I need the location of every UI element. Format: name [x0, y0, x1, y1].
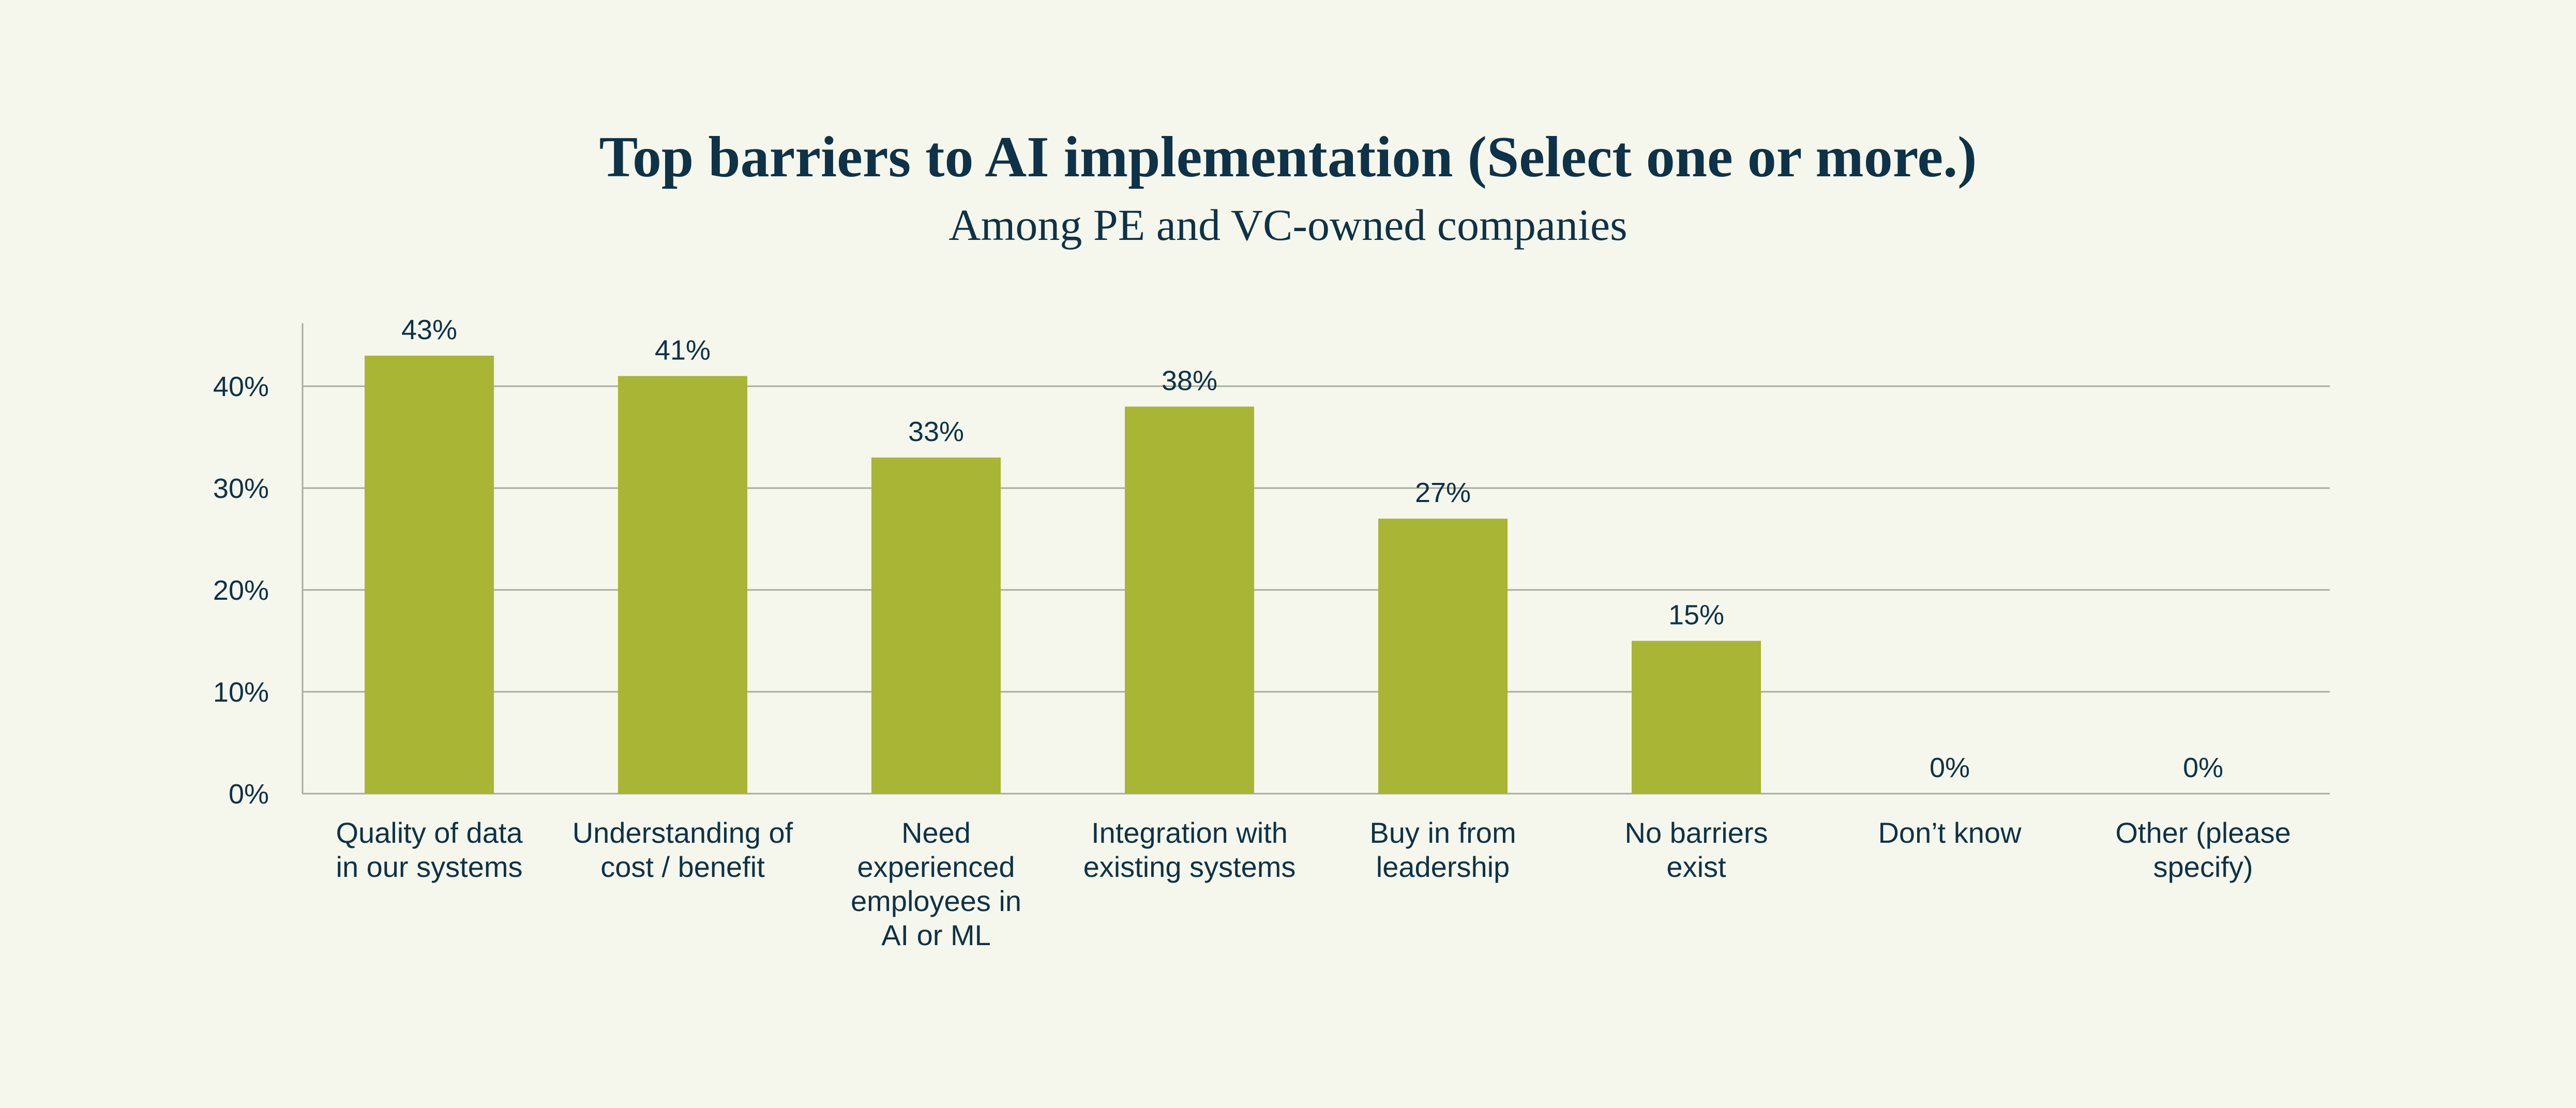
category-label: Quality of data in our systems: [336, 816, 523, 883]
y-tick-label: 40%: [213, 371, 269, 402]
bar: [618, 376, 747, 794]
category-label-line: exist: [1666, 851, 1726, 883]
category-label-line: Need: [901, 816, 971, 849]
category-label: No barriers exist: [1625, 816, 1768, 883]
y-tick-label: 0%: [229, 779, 269, 810]
bar: [1632, 641, 1761, 794]
category-label: Other (please specify): [2115, 816, 2291, 883]
bar: [1378, 519, 1508, 794]
category-label: Don’t know: [1878, 816, 2022, 849]
category-label-line: Other (please: [2115, 816, 2291, 849]
category-label-line: No barriers: [1625, 816, 1768, 849]
bars: [365, 355, 1761, 794]
category-label: Integration with existing systems: [1083, 816, 1296, 883]
category-label: Understanding of cost / benefit: [573, 816, 793, 883]
y-tick-label: 30%: [213, 473, 269, 504]
category-label: Need experienced employees in AI or ML: [851, 816, 1021, 951]
category-label-line: Integration with: [1091, 816, 1288, 849]
category-label: Buy in from leadership: [1369, 816, 1516, 883]
category-label-line: experienced: [857, 851, 1015, 883]
category-label-line: Understanding of: [573, 816, 793, 849]
category-label-line: specify): [2153, 851, 2253, 883]
y-tick-label: 20%: [213, 575, 269, 606]
chart-title: Top barriers to AI implementation (Selec…: [599, 125, 1977, 189]
bar: [871, 457, 1001, 794]
category-label-line: Don’t know: [1878, 816, 2022, 849]
bar-value-label: 38%: [1162, 365, 1217, 396]
y-axis: 0% 10% 20% 30% 40%: [213, 323, 304, 810]
category-labels: Quality of data in our systems Understandi…: [336, 816, 2291, 951]
bar-value-label: 33%: [908, 416, 964, 447]
chart-subtitle: Among PE and VC-owned companies: [948, 200, 1628, 250]
category-label-line: employees in: [851, 885, 1021, 917]
category-label-line: existing systems: [1083, 851, 1296, 883]
bar-value-label: 43%: [401, 314, 457, 345]
category-label-line: leadership: [1376, 851, 1510, 883]
bar: [1125, 406, 1254, 794]
category-label-line: Quality of data: [336, 816, 523, 849]
bar-value-label: 0%: [1930, 752, 1970, 783]
category-label-line: in our systems: [336, 851, 523, 883]
gridlines: [303, 385, 2330, 795]
category-label-line: AI or ML: [881, 919, 991, 951]
category-label-line: cost / benefit: [600, 851, 765, 883]
bar-value-label: 27%: [1415, 477, 1471, 508]
bar-value-label: 41%: [655, 335, 711, 366]
value-labels: 43% 41% 33% 38% 27% 15% 0% 0%: [401, 314, 2223, 783]
category-label-line: Buy in from: [1369, 816, 1516, 849]
bar-value-label: 15%: [1668, 600, 1724, 631]
bar: [365, 355, 494, 794]
y-tick-label: 10%: [213, 677, 269, 708]
bar-value-label: 0%: [2183, 752, 2223, 783]
